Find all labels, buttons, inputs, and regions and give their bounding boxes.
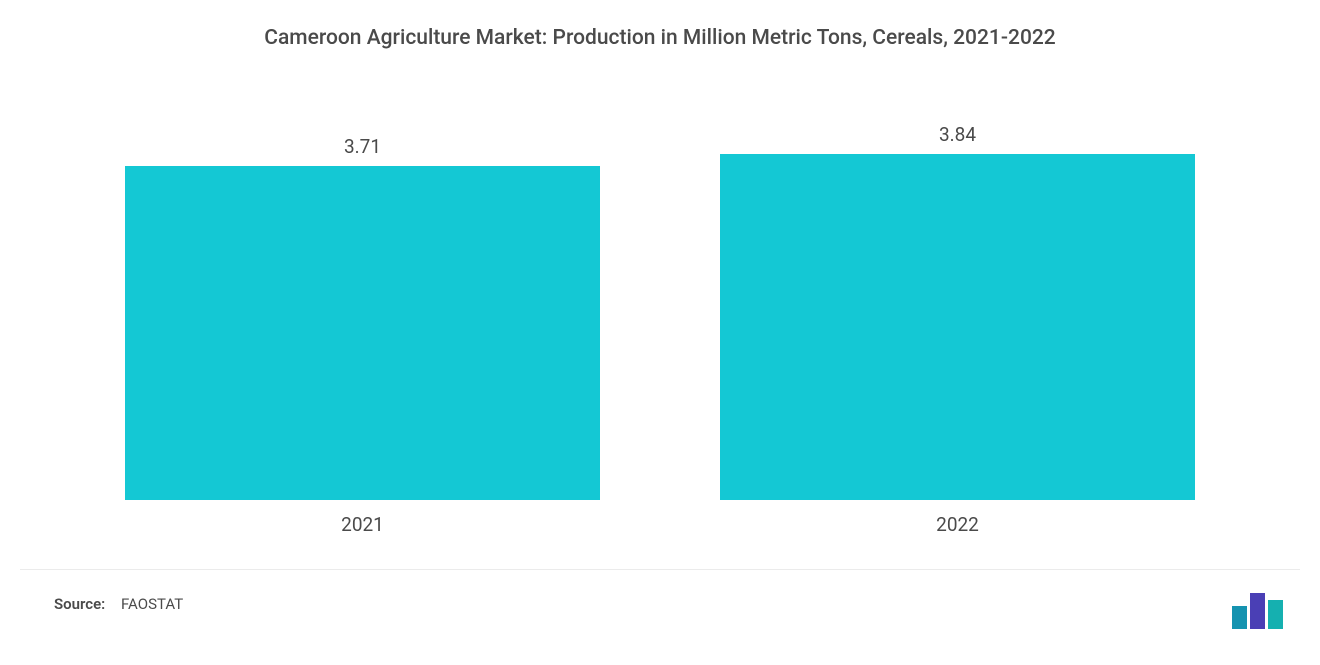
divider bbox=[20, 569, 1300, 570]
source-label: Source: bbox=[54, 595, 105, 613]
bar-value-label: 3.71 bbox=[344, 135, 381, 158]
bar-group: 3.842022 bbox=[720, 100, 1195, 500]
bar-value-label: 3.84 bbox=[939, 123, 976, 146]
source-line: Source: FAOSTAT bbox=[54, 595, 183, 613]
chart-container: Cameroon Agriculture Market: Production … bbox=[0, 0, 1320, 665]
plot-area: 3.712021 3.842022 bbox=[125, 100, 1195, 500]
source-value: FAOSTAT bbox=[121, 595, 183, 613]
brand-logo bbox=[1232, 593, 1284, 629]
chart-title: Cameroon Agriculture Market: Production … bbox=[0, 26, 1320, 50]
bar bbox=[720, 154, 1195, 500]
bar-group: 3.712021 bbox=[125, 100, 600, 500]
category-label: 2022 bbox=[936, 513, 979, 536]
category-label: 2021 bbox=[341, 513, 384, 536]
bar bbox=[125, 166, 600, 500]
